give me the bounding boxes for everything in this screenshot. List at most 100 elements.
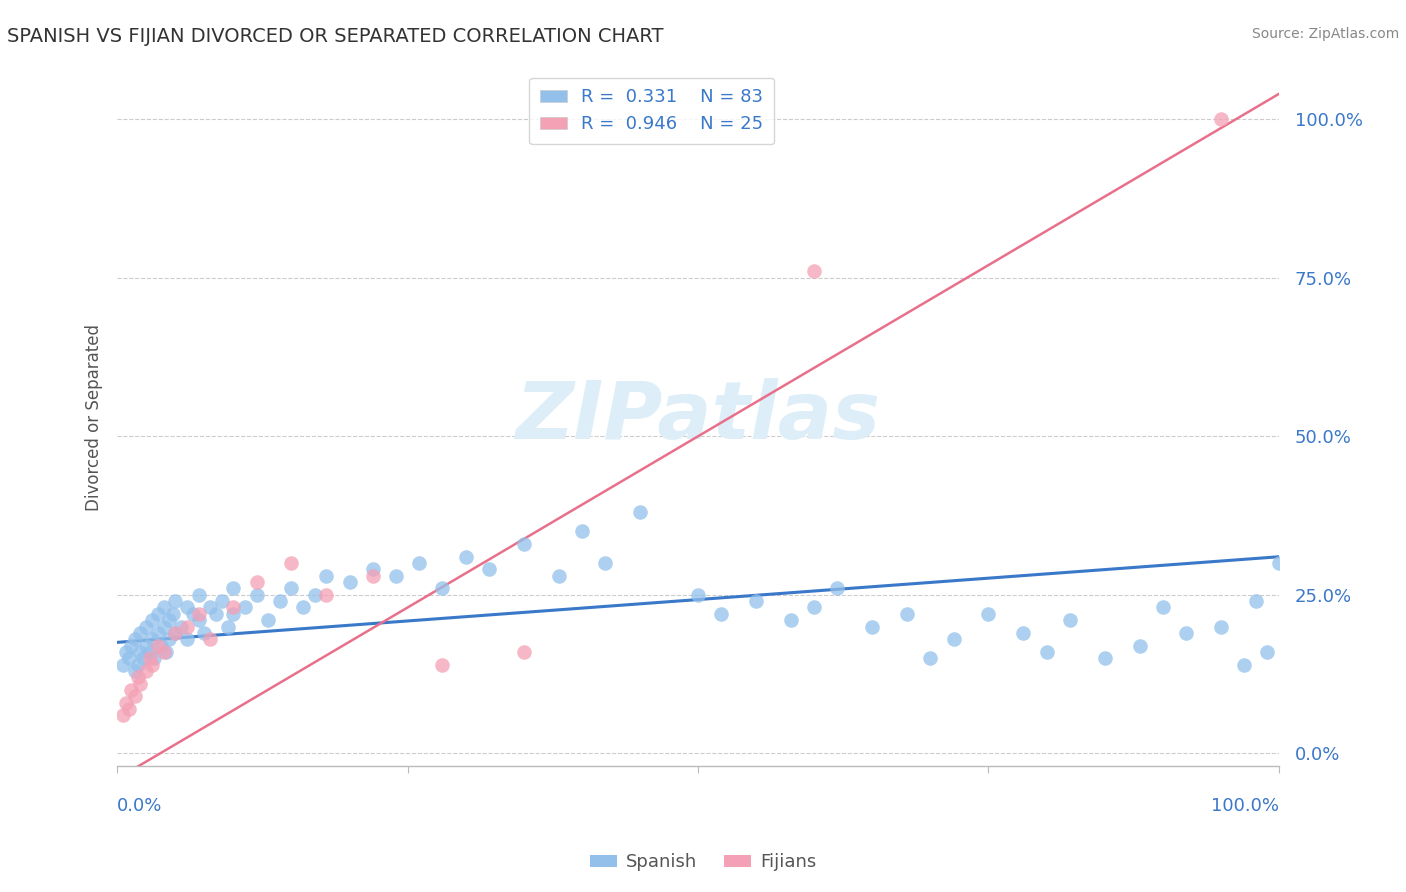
Point	[1128, 639, 1150, 653]
Point	[150, 639, 173, 653]
Point	[129, 625, 152, 640]
Point	[246, 588, 269, 602]
Point	[710, 607, 733, 621]
Point	[198, 632, 221, 647]
Point	[124, 632, 146, 647]
Text: SPANISH VS FIJIAN DIVORCED OR SEPARATED CORRELATION CHART: SPANISH VS FIJIAN DIVORCED OR SEPARATED …	[7, 27, 664, 45]
Point	[159, 632, 181, 647]
Point	[111, 708, 134, 723]
Point	[1094, 651, 1116, 665]
Point	[745, 594, 768, 608]
Point	[162, 607, 184, 621]
Point	[129, 645, 152, 659]
Point	[361, 562, 384, 576]
Point	[135, 639, 157, 653]
Point	[942, 632, 965, 647]
Point	[143, 651, 166, 665]
Point	[124, 664, 146, 678]
Point	[686, 588, 709, 602]
Point	[141, 657, 163, 672]
Point	[1244, 594, 1267, 608]
Point	[977, 607, 1000, 621]
Point	[187, 588, 209, 602]
Point	[170, 619, 193, 633]
Point	[478, 562, 501, 576]
Point	[120, 682, 142, 697]
Point	[118, 702, 141, 716]
Point	[1035, 645, 1057, 659]
Point	[115, 645, 138, 659]
Point	[141, 613, 163, 627]
Point	[141, 632, 163, 647]
Text: 0.0%: 0.0%	[117, 797, 163, 814]
Point	[193, 625, 215, 640]
Point	[129, 676, 152, 690]
Point	[385, 568, 408, 582]
Point	[860, 619, 883, 633]
Point	[138, 645, 160, 659]
Point	[187, 613, 209, 627]
Point	[339, 575, 361, 590]
Point	[1256, 645, 1278, 659]
Point	[198, 600, 221, 615]
Point	[1268, 556, 1291, 570]
Point	[454, 549, 477, 564]
Text: Source: ZipAtlas.com: Source: ZipAtlas.com	[1251, 27, 1399, 41]
Point	[292, 600, 315, 615]
Point	[246, 575, 269, 590]
Point	[217, 619, 239, 633]
Point	[111, 657, 134, 672]
Point	[257, 613, 280, 627]
Point	[135, 664, 157, 678]
Point	[165, 625, 187, 640]
Point	[138, 651, 160, 665]
Point	[315, 568, 337, 582]
Point	[115, 696, 138, 710]
Text: ZIPatlas: ZIPatlas	[516, 378, 880, 457]
Point	[187, 607, 209, 621]
Point	[233, 600, 256, 615]
Point	[593, 556, 616, 570]
Point	[165, 594, 187, 608]
Legend: R =  0.331    N = 83, R =  0.946    N = 25: R = 0.331 N = 83, R = 0.946 N = 25	[529, 78, 775, 145]
Point	[222, 607, 245, 621]
Point	[152, 619, 174, 633]
Point	[513, 645, 536, 659]
Legend: Spanish, Fijians: Spanish, Fijians	[582, 847, 824, 879]
Point	[222, 600, 245, 615]
Point	[628, 505, 651, 519]
Point	[146, 607, 169, 621]
Point	[159, 613, 181, 627]
Point	[1175, 625, 1198, 640]
Point	[176, 632, 198, 647]
Point	[432, 582, 454, 596]
Point	[222, 582, 245, 596]
Point	[408, 556, 430, 570]
Point	[124, 690, 146, 704]
Point	[280, 582, 302, 596]
Point	[176, 619, 198, 633]
Point	[1059, 613, 1081, 627]
Point	[1209, 619, 1232, 633]
Point	[896, 607, 918, 621]
Point	[269, 594, 291, 608]
Point	[547, 568, 569, 582]
Point	[1152, 600, 1174, 615]
Text: 100.0%: 100.0%	[1211, 797, 1279, 814]
Point	[803, 600, 825, 615]
Point	[211, 594, 233, 608]
Point	[181, 607, 204, 621]
Point	[432, 657, 454, 672]
Point	[304, 588, 326, 602]
Point	[780, 613, 803, 627]
Point	[315, 588, 337, 602]
Point	[513, 537, 536, 551]
Point	[146, 625, 169, 640]
Point	[571, 524, 593, 539]
Point	[920, 651, 942, 665]
Point	[205, 607, 228, 621]
Point	[127, 670, 149, 684]
Point	[280, 556, 302, 570]
Point	[132, 651, 155, 665]
Point	[155, 645, 177, 659]
